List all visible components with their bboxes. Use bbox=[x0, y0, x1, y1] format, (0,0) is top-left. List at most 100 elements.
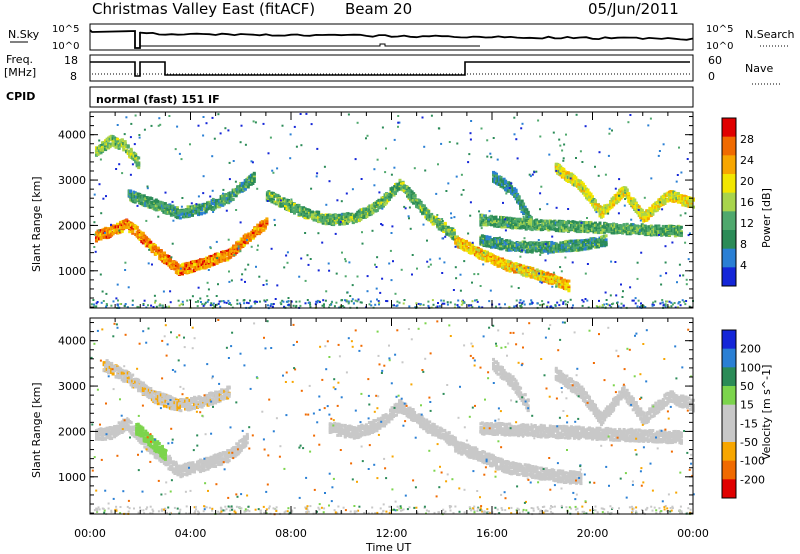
data-cell bbox=[168, 257, 172, 261]
data-cell bbox=[231, 198, 235, 201]
data-cell bbox=[394, 192, 397, 195]
data-cell bbox=[156, 246, 160, 250]
data-cell bbox=[282, 197, 286, 201]
data-cell bbox=[107, 142, 111, 146]
data-cell bbox=[539, 248, 543, 252]
data-cell bbox=[541, 279, 545, 283]
data-cell bbox=[265, 220, 269, 224]
data-cell bbox=[365, 215, 369, 219]
data-cell bbox=[262, 228, 266, 232]
data-cell bbox=[129, 149, 133, 153]
data-cell bbox=[581, 244, 585, 248]
data-cell bbox=[430, 212, 434, 216]
data-cell bbox=[481, 256, 485, 260]
data-cell bbox=[452, 231, 456, 235]
data-cell bbox=[119, 229, 123, 233]
data-cell bbox=[421, 206, 425, 210]
data-cell bbox=[565, 223, 569, 226]
data-cell bbox=[120, 138, 124, 142]
data-cell bbox=[212, 262, 216, 266]
data-cell bbox=[253, 234, 257, 238]
data-cell bbox=[119, 225, 123, 229]
data-cell bbox=[589, 192, 593, 196]
data-cell bbox=[205, 265, 209, 268]
freq-tick-top: 18 bbox=[64, 54, 78, 67]
data-cell bbox=[380, 196, 384, 200]
data-cell bbox=[167, 255, 171, 258]
data-cell bbox=[571, 242, 575, 246]
data-cell bbox=[501, 257, 504, 261]
data-cell bbox=[265, 218, 269, 222]
data-cell bbox=[158, 251, 162, 255]
data-cell bbox=[651, 212, 655, 216]
data-cell bbox=[260, 228, 264, 232]
data-cell bbox=[549, 273, 553, 277]
data-cell bbox=[220, 250, 224, 254]
data-cell bbox=[174, 213, 178, 217]
data-cell bbox=[320, 217, 324, 221]
nave-tick-bottom: 0 bbox=[708, 70, 715, 83]
data-cell bbox=[219, 195, 223, 199]
data-cell bbox=[126, 145, 130, 149]
data-cell bbox=[440, 228, 444, 232]
data-cell bbox=[521, 248, 525, 252]
data-cell bbox=[400, 182, 403, 186]
data-cell bbox=[280, 201, 284, 205]
data-cell bbox=[430, 219, 434, 223]
data-cell bbox=[454, 241, 458, 245]
data-cell bbox=[480, 240, 484, 244]
data-cell bbox=[170, 265, 174, 268]
data-cell bbox=[252, 171, 256, 175]
data-cell bbox=[143, 240, 147, 244]
data-cell bbox=[147, 198, 151, 202]
data-cell bbox=[197, 261, 201, 265]
data-cell bbox=[159, 206, 163, 210]
data-cell bbox=[178, 211, 182, 215]
data-cell bbox=[149, 243, 153, 247]
data-cell bbox=[169, 212, 173, 216]
data-cell bbox=[339, 216, 343, 220]
data-cell bbox=[460, 242, 464, 246]
data-cell bbox=[271, 198, 275, 202]
data-cell bbox=[676, 192, 680, 195]
data-cell bbox=[445, 232, 449, 236]
data-cell bbox=[238, 247, 242, 251]
data-cell bbox=[526, 210, 530, 214]
data-cell bbox=[500, 241, 504, 245]
data-cell bbox=[101, 148, 105, 152]
data-cell bbox=[446, 225, 450, 229]
data-cell bbox=[562, 241, 566, 244]
data-cell bbox=[601, 237, 605, 241]
data-cell bbox=[385, 201, 388, 205]
freq-unit: [MHz] bbox=[4, 66, 36, 79]
data-cell bbox=[433, 221, 437, 225]
data-cell bbox=[320, 215, 324, 219]
data-cell bbox=[566, 242, 570, 246]
data-cell bbox=[460, 244, 464, 248]
data-cell bbox=[522, 273, 526, 277]
data-cell bbox=[356, 216, 360, 220]
data-cell bbox=[567, 284, 571, 288]
data-cell bbox=[521, 244, 525, 248]
data-cell bbox=[604, 238, 608, 242]
data-cell bbox=[510, 266, 514, 270]
data-cell bbox=[159, 258, 163, 262]
data-cell bbox=[218, 205, 222, 209]
freq-panel: Freq. [MHz] 18 8 60 0 Nave bbox=[4, 53, 780, 85]
data-cell bbox=[220, 256, 224, 260]
data-cell bbox=[260, 220, 264, 224]
nsky-tick-bottom: 10^0 bbox=[52, 41, 79, 52]
data-cell bbox=[175, 206, 179, 210]
data-cell bbox=[227, 201, 231, 205]
data-cell bbox=[185, 208, 188, 211]
data-cell bbox=[625, 189, 629, 193]
data-cell bbox=[142, 194, 146, 198]
data-cell bbox=[136, 195, 140, 199]
data-cell bbox=[421, 211, 425, 215]
data-cell bbox=[392, 193, 396, 197]
data-cell bbox=[509, 247, 513, 251]
data-cell bbox=[480, 242, 484, 246]
data-cell bbox=[460, 239, 464, 243]
